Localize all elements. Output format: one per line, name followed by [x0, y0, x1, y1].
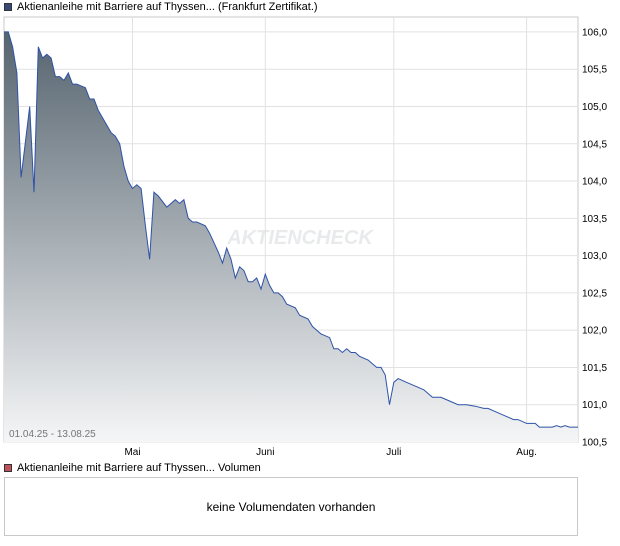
x-tick-label: Juni [256, 447, 274, 458]
price-chart: AKTIENCHECK 106,0 105,5 105,0 104,5 104,0 103… [3, 16, 607, 458]
price-area [4, 31, 578, 443]
y-tick-label: 103,0 [582, 251, 607, 262]
volume-legend-swatch [4, 464, 12, 472]
y-tick-label: 105,0 [582, 102, 607, 113]
x-tick-label: Mai [124, 447, 140, 458]
price-line [4, 31, 578, 428]
price-chart-legend: Aktienanleihe mit Barriere auf Thyssen..… [4, 0, 318, 14]
volume-legend-label: Aktienanleihe mit Barriere auf Thyssen..… [17, 462, 261, 474]
price-legend-swatch [4, 3, 12, 11]
y-tick-label: 103,5 [582, 214, 607, 225]
y-tick-label: 101,5 [582, 363, 607, 374]
x-tick-label: Aug. [516, 447, 537, 458]
y-tick-label: 106,0 [582, 27, 607, 38]
y-tick-label: 105,5 [582, 65, 607, 76]
y-tick-label: 104,5 [582, 139, 607, 150]
y-tick-label: 100,5 [582, 438, 607, 449]
date-range-label: 01.04.25 - 13.08.25 [9, 429, 96, 440]
y-tick-label: 104,0 [582, 177, 607, 188]
y-tick-label: 101,0 [582, 400, 607, 411]
volume-chart-panel: keine Volumendaten vorhanden [4, 477, 578, 536]
price-legend-label: Aktienanleihe mit Barriere auf Thyssen..… [17, 1, 318, 13]
y-tick-label: 102,5 [582, 288, 607, 299]
svg-text:AKTIENCHECK: AKTIENCHECK [226, 227, 374, 249]
volume-chart-legend: Aktienanleihe mit Barriere auf Thyssen..… [4, 461, 261, 475]
x-tick-label: Juli [386, 447, 401, 458]
watermark: AKTIENCHECK [226, 227, 374, 249]
no-volume-message: keine Volumendaten vorhanden [206, 500, 376, 514]
y-tick-label: 102,0 [582, 326, 607, 337]
